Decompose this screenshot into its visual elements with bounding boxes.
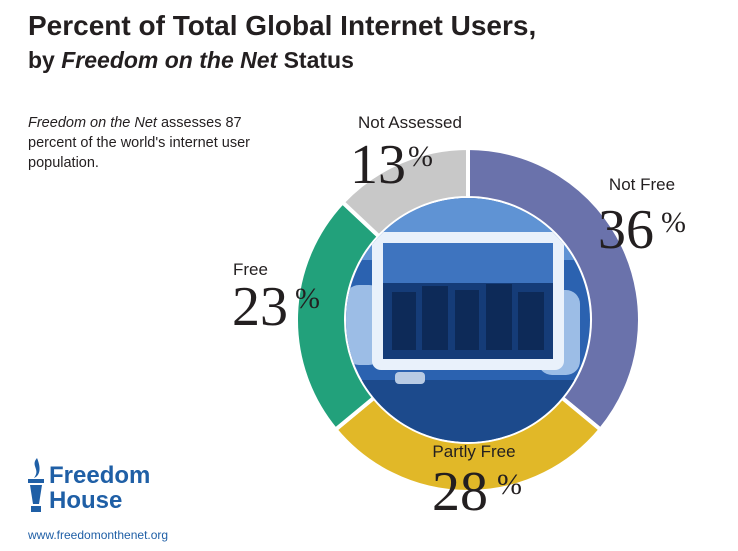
logo-line-1: Freedom (49, 462, 151, 489)
percent-not-free: % (661, 206, 686, 239)
label-partly-free: Partly Free (432, 442, 515, 461)
value-not-assessed: 13 (350, 134, 406, 196)
chart-subtitle: by Freedom on the Net Status (28, 47, 354, 74)
subtitle-prefix: by (28, 47, 62, 73)
value-not-free: 36 (598, 199, 654, 261)
assessment-note: Freedom on the Net assesses 87 percent o… (28, 113, 258, 173)
percent-not-assessed: % (408, 140, 433, 173)
note-text: assesses 87 percent of the world's inter… (28, 115, 250, 171)
logo-line-2: House (49, 487, 123, 514)
chart-title: Percent of Total Global Internet Users, (28, 10, 537, 41)
percent-free: % (295, 282, 320, 315)
watch-shape (395, 372, 425, 384)
value-partly-free: 28 (432, 461, 488, 523)
slice-not-free (466, 145, 642, 433)
torch-icon (28, 458, 44, 512)
slice-labels: Not Assessed 13 % Not Free 36 % Free 23 … (232, 113, 686, 523)
footer-url[interactable]: www.freedomonthenet.org (28, 528, 169, 542)
label-free: Free (233, 260, 268, 279)
subtitle-suffix: Status (277, 47, 354, 73)
note-italic: Freedom on the Net (28, 115, 157, 131)
value-free: 23 (232, 276, 288, 338)
slice-not-assessed (339, 145, 470, 240)
percent-partly-free: % (497, 468, 522, 501)
label-not-assessed: Not Assessed (358, 113, 462, 132)
subtitle-italic: Freedom on the Net (61, 47, 278, 73)
label-not-free: Not Free (609, 175, 675, 194)
freedom-house-logo: Freedom House (49, 463, 150, 513)
